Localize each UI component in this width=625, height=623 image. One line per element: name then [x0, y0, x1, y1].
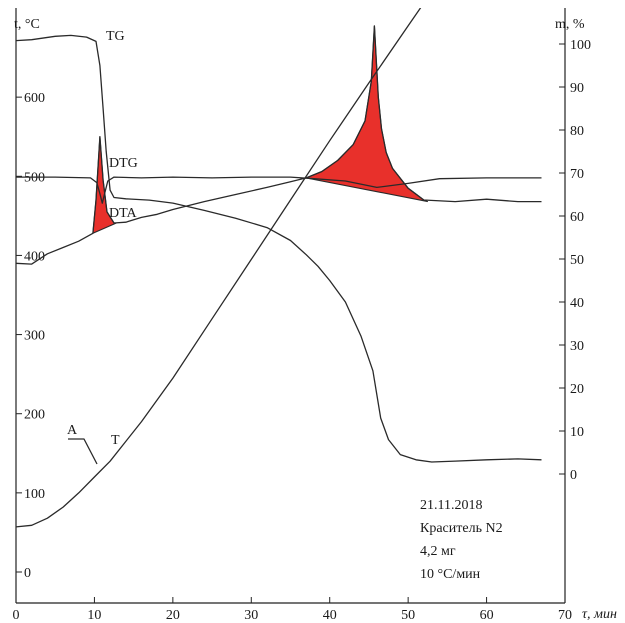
- left-tick-label: 600: [24, 91, 45, 106]
- right-tick-label: 10: [570, 425, 584, 440]
- left-tick-label: 500: [24, 170, 45, 185]
- left-tick-label: 400: [24, 249, 45, 264]
- label-dta: DTA: [109, 206, 138, 221]
- curve-marker-a: A: [67, 423, 98, 465]
- left-tick-label: 200: [24, 408, 45, 423]
- x-axis-title: τ, мин: [582, 607, 617, 622]
- right-tick-label: 0: [570, 468, 577, 483]
- label-tg: TG: [106, 29, 125, 44]
- x-tick-label: 40: [323, 608, 337, 623]
- right-tick-label: 70: [570, 167, 584, 182]
- curve-dtg: [16, 176, 542, 204]
- right-tick-label: 80: [570, 124, 584, 139]
- note-substance: Краситель N2: [420, 521, 503, 536]
- chart-curves: [16, 8, 542, 528]
- left-tick-label: 300: [24, 329, 45, 344]
- right-tick-label: 60: [570, 210, 584, 225]
- right-tick-label: 100: [570, 38, 591, 53]
- x-tick-label: 10: [87, 608, 101, 623]
- x-tick-label: 60: [480, 608, 494, 623]
- x-tick-label: 50: [401, 608, 415, 623]
- right-tick-label: 90: [570, 81, 584, 96]
- note-heating-rate: 10 °С/мин: [420, 567, 481, 582]
- marker-a-label: A: [67, 423, 78, 438]
- left-tick-label: 100: [24, 487, 45, 502]
- dta-peak-areas: [92, 25, 429, 235]
- left-tick-label: 0: [24, 566, 31, 581]
- curve-dta: [16, 25, 542, 265]
- right-tick-label: 30: [570, 339, 584, 354]
- right-tick-label: 40: [570, 296, 584, 311]
- x-tick-label: 30: [244, 608, 258, 623]
- label-dtg: DTG: [109, 156, 138, 171]
- note-mass: 4,2 мг: [420, 544, 456, 559]
- y-left-axis-title: t, °C: [14, 17, 40, 32]
- marker-a-leader: [68, 438, 98, 465]
- right-axis-ticks: 0 10 20 30 40 50 60 70 80 90 100: [559, 38, 591, 483]
- dta-peak-2: [304, 25, 429, 203]
- curve-tg: [16, 34, 542, 463]
- sample-info-note: 21.11.2018 Краситель N2 4,2 мг 10 °С/мин: [420, 498, 503, 582]
- curve-t: [16, 8, 422, 528]
- right-tick-label: 20: [570, 382, 584, 397]
- note-date: 21.11.2018: [420, 498, 482, 513]
- label-t: T: [111, 433, 120, 448]
- right-tick-label: 50: [570, 253, 584, 268]
- x-axis-ticks: 0 10 20 30 40 50 60 70: [13, 597, 572, 623]
- x-tick-label: 70: [558, 608, 572, 623]
- left-axis-ticks: 0 100 200 300 400 500 600: [16, 91, 45, 581]
- chart-axes: [15, 8, 566, 604]
- x-tick-label: 0: [13, 608, 20, 623]
- x-tick-label: 20: [166, 608, 180, 623]
- y-right-axis-title: m, %: [555, 17, 585, 32]
